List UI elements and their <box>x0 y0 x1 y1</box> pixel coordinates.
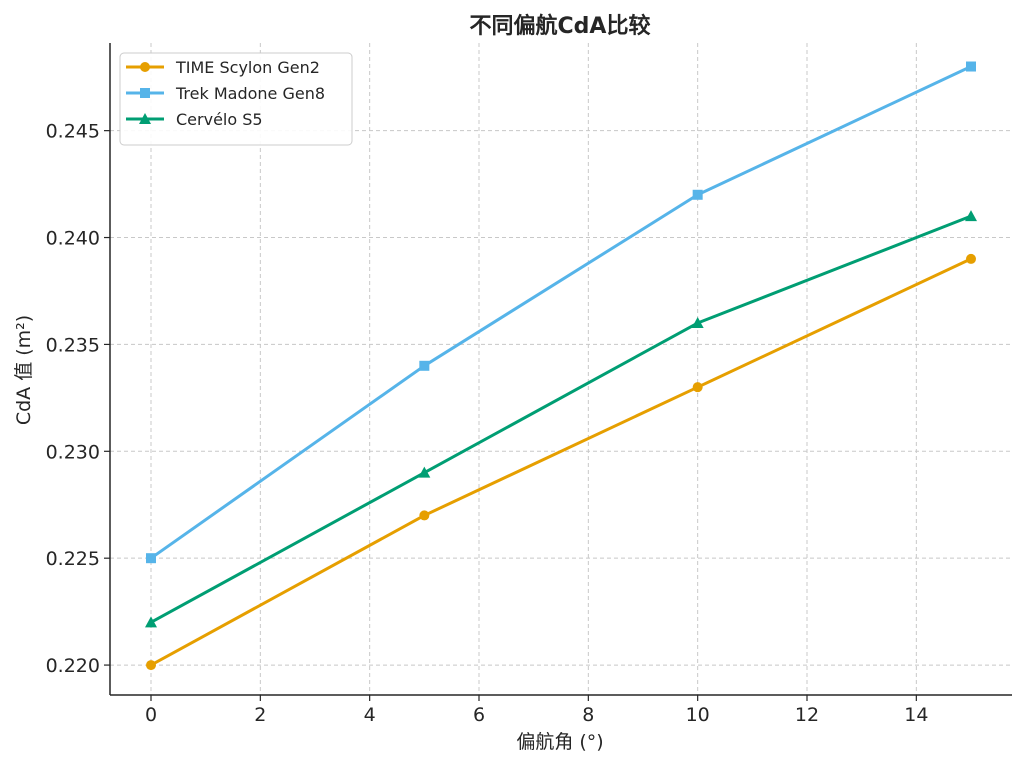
series-line-1 <box>150 65 972 560</box>
x-tick-label-4: 8 <box>582 704 594 726</box>
series-layer <box>145 61 977 671</box>
data-point-1-0 <box>146 553 156 564</box>
data-point-0-0 <box>146 660 156 671</box>
grid <box>110 43 1012 695</box>
data-point-1-3 <box>966 61 976 72</box>
series-line-2 <box>150 214 972 624</box>
x-tick-label-7: 14 <box>904 704 928 726</box>
legend-label-1: Trek Madone Gen8 <box>175 84 325 103</box>
series-line-0 <box>150 257 972 667</box>
data-point-2-2 <box>691 317 704 329</box>
series-1 <box>146 61 976 564</box>
y-tick-label-4: 0.240 <box>46 228 100 250</box>
data-point-1-1 <box>419 360 430 371</box>
legend-marker-1 <box>140 88 150 98</box>
data-point-2-3 <box>965 210 977 222</box>
x-axis-label: 偏航角 (°) <box>516 731 603 753</box>
legend-item-2: Cervélo S5 <box>126 110 263 129</box>
y-tick-label-2: 0.230 <box>46 441 100 463</box>
x-tick-label-6: 12 <box>795 704 819 726</box>
x-tick-label-3: 6 <box>473 704 485 726</box>
legend: TIME Scylon Gen2 Trek Madone Gen8 Cervélo … <box>119 52 353 146</box>
y-axis-label: CdA 值 (m²) <box>13 315 35 425</box>
y-tick-label-1: 0.225 <box>46 548 100 570</box>
data-point-1-2 <box>692 189 703 200</box>
legend-item-0: TIME Scylon Gen2 <box>126 58 320 77</box>
data-point-2-0 <box>145 616 157 628</box>
x-tick-label-2: 4 <box>364 704 376 726</box>
y-tick-label-0: 0.220 <box>46 655 100 677</box>
data-point-0-2 <box>692 382 703 393</box>
axes: 0 2 4 6 8 10 12 14 0.220 0.225 0.230 0.235 0.240 0.24… <box>46 43 1012 726</box>
y-tick-label-5: 0.245 <box>46 121 100 143</box>
data-point-0-1 <box>419 510 430 521</box>
chart-title: 不同偏航CdA比较 <box>470 13 651 39</box>
y-tick-label-3: 0.235 <box>46 334 100 356</box>
x-tick-label-1: 2 <box>254 704 266 726</box>
series-0 <box>146 253 976 671</box>
legend-marker-0 <box>140 62 150 72</box>
data-point-0-3 <box>966 253 976 264</box>
series-2 <box>145 210 977 628</box>
legend-label-0: TIME Scylon Gen2 <box>175 58 320 77</box>
x-tick-label-0: 0 <box>145 704 157 726</box>
x-tick-label-5: 10 <box>686 704 710 726</box>
data-point-2-1 <box>418 466 431 478</box>
legend-marker-2 <box>139 113 151 124</box>
legend-item-1: Trek Madone Gen8 <box>126 84 325 103</box>
legend-box <box>119 52 353 146</box>
legend-label-2: Cervélo S5 <box>176 110 263 129</box>
